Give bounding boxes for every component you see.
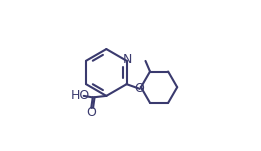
Text: O: O	[134, 82, 144, 95]
Text: HO: HO	[71, 89, 90, 102]
Text: O: O	[86, 106, 96, 119]
Text: N: N	[123, 53, 132, 66]
